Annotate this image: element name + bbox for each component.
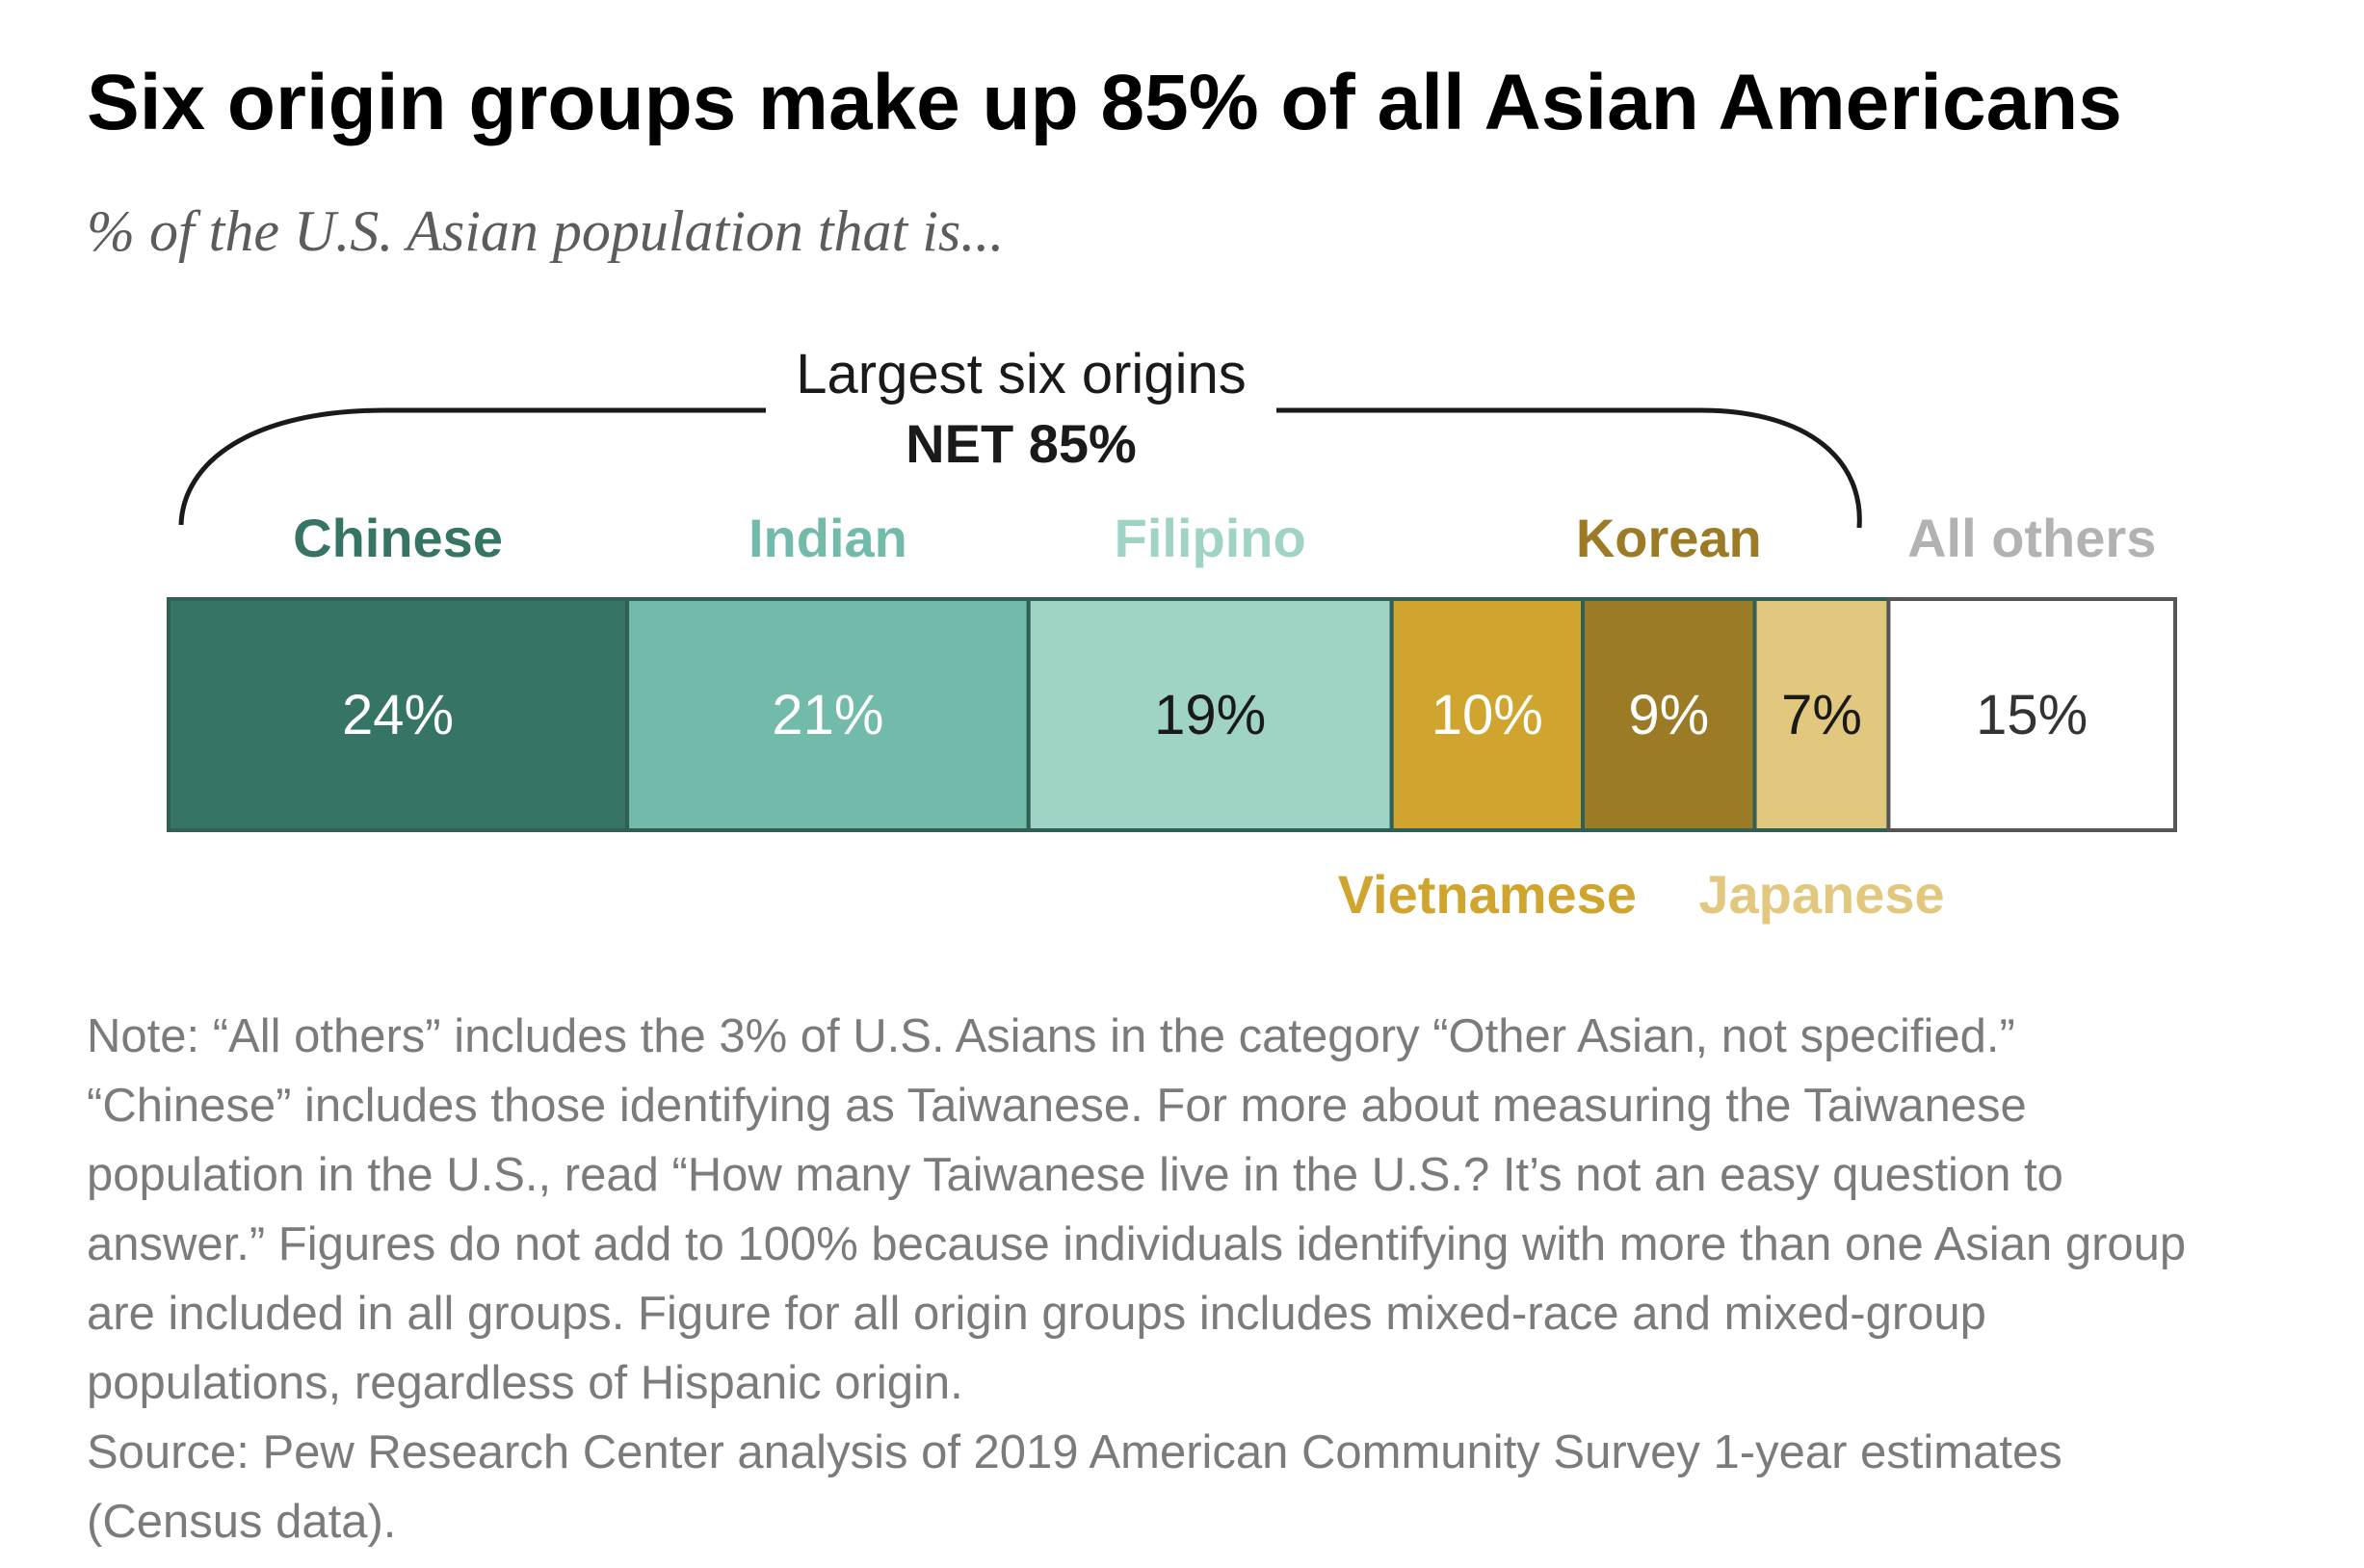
bracket-net: NET 85% bbox=[906, 413, 1137, 474]
bar-segment-chinese bbox=[167, 597, 630, 832]
bar-segment-indian bbox=[625, 597, 1031, 832]
value-label-chinese: 24% bbox=[342, 684, 454, 746]
value-label-indian: 21% bbox=[772, 684, 883, 746]
value-label-korean: 9% bbox=[1628, 684, 1709, 746]
value-label-vietnamese: 10% bbox=[1432, 684, 1543, 746]
value-label-filipino: 19% bbox=[1154, 684, 1266, 746]
category-label-chinese: Chinese bbox=[293, 508, 503, 568]
category-labels: Chinese Indian Filipino Vietnamese Korean Jap… bbox=[293, 508, 2156, 925]
category-label-filipino: Filipino bbox=[1115, 508, 1306, 568]
category-label-japanese: Japanese bbox=[1698, 864, 1944, 925]
chart-subtitle: % of the U.S. Asian population that is..… bbox=[87, 199, 1005, 263]
category-label-all-others: All others bbox=[1907, 508, 2156, 568]
category-label-indian: Indian bbox=[749, 508, 907, 568]
source-text: Source: Pew Research Center analysis of … bbox=[87, 1426, 2062, 1548]
bar-segment-all-others bbox=[1886, 597, 2178, 832]
chart-note: Note: “All others” includes the 3% of U.… bbox=[87, 1002, 2206, 1556]
category-label-korean: Korean bbox=[1576, 508, 1762, 568]
value-label-all-others: 15% bbox=[1976, 684, 2088, 746]
category-label-vietnamese: Vietnamese bbox=[1338, 864, 1637, 925]
stacked-bar-chart: Largest six origins NET 85% 24% 21% 19% 10%… bbox=[167, 343, 2178, 925]
value-label-japanese: 7% bbox=[1781, 684, 1862, 746]
bracket-line bbox=[178, 407, 1862, 529]
note-text: Note: “All others” includes the 3% of U.… bbox=[87, 1010, 2187, 1409]
bracket-label: Largest six origins bbox=[796, 343, 1246, 405]
chart-title: Six origin groups make up 85% of all Asi… bbox=[87, 59, 2122, 146]
bar-segments bbox=[167, 597, 2178, 832]
bar-segment-japanese bbox=[1752, 597, 1891, 832]
value-labels: 24% 21% 19% 10% 9% 7% 15% bbox=[342, 684, 2088, 746]
